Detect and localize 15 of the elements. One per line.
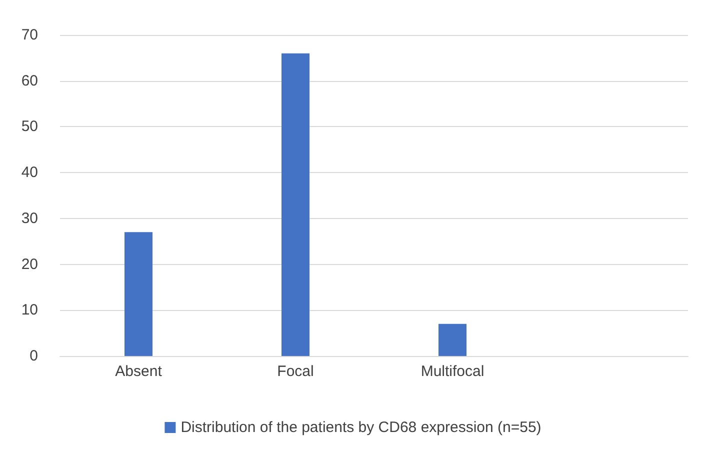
legend-label: Distribution of the patients by CD68 expression (n=55) bbox=[180, 419, 542, 436]
y-tick-label: 10 bbox=[21, 302, 38, 319]
y-tick-label: 50 bbox=[21, 118, 38, 136]
bar bbox=[282, 53, 310, 356]
y-tick-label: 40 bbox=[21, 164, 38, 182]
bar bbox=[438, 324, 466, 356]
y-tick-label: 60 bbox=[21, 72, 38, 90]
y-tick-label: 70 bbox=[21, 26, 38, 44]
y-tick-label: 20 bbox=[21, 256, 38, 273]
x-tick-label: Absent bbox=[115, 363, 163, 380]
bar bbox=[124, 232, 152, 356]
x-tick-label: Focal bbox=[277, 363, 314, 380]
x-tick-label: Multifocal bbox=[420, 363, 484, 380]
y-tick-label: 30 bbox=[21, 210, 38, 227]
y-tick-label: 0 bbox=[30, 348, 38, 364]
